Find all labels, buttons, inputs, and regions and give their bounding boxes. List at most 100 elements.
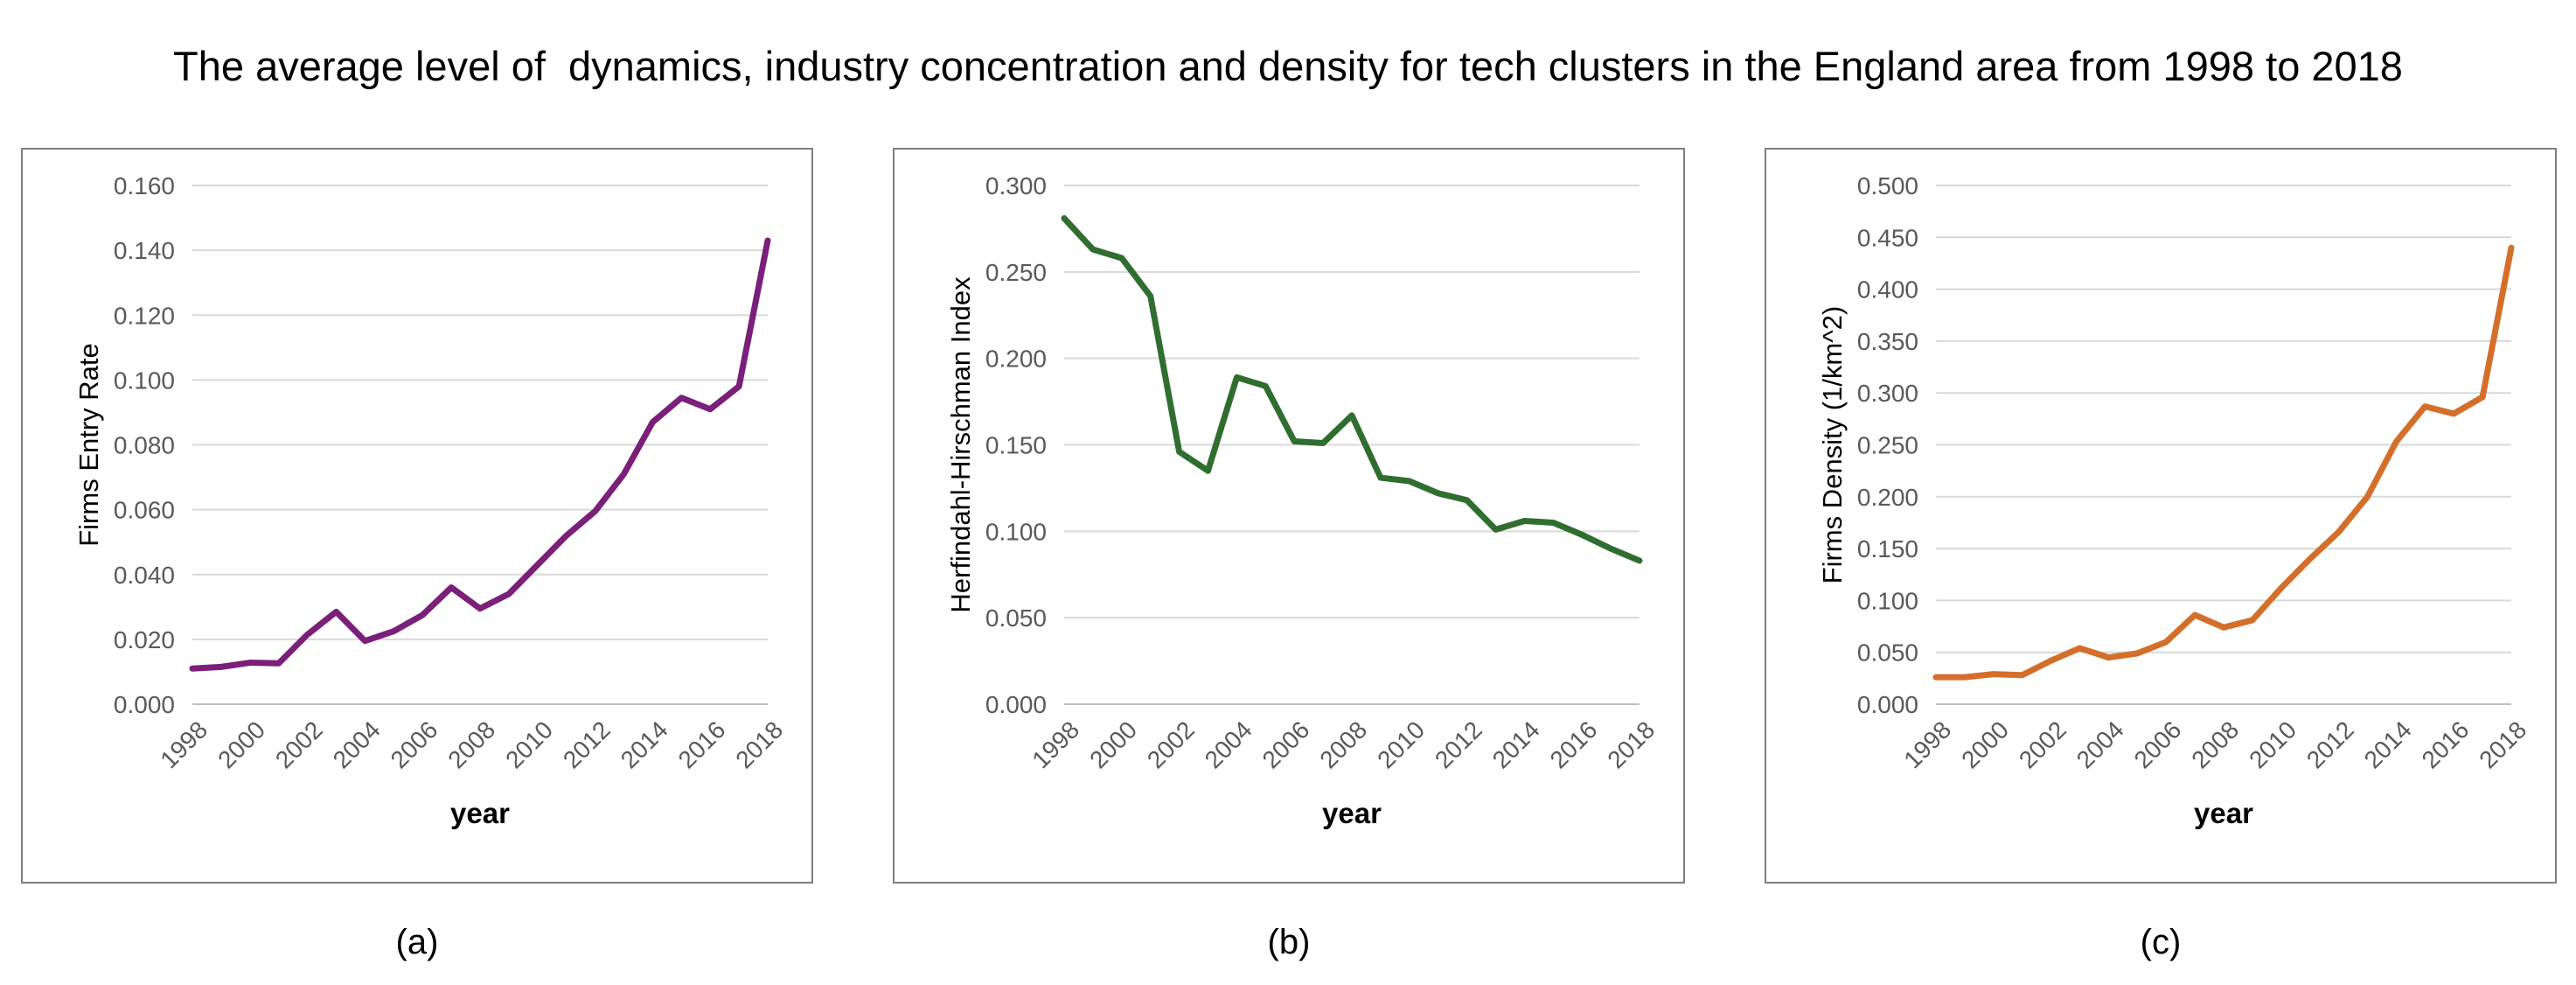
- x-tick-label-c: 1998: [1898, 716, 1956, 773]
- y-tick-label-c: 0.150: [1857, 535, 1918, 562]
- y-tick-label-c: 0.450: [1857, 224, 1918, 251]
- x-tick-label-b: 2010: [1372, 716, 1430, 773]
- data-point-b: [1406, 479, 1412, 485]
- data-point-a: [333, 609, 339, 615]
- data-point-c: [2509, 245, 2514, 251]
- caption-a: (a): [395, 923, 439, 961]
- data-point-c: [2221, 625, 2226, 631]
- x-tick-label-a: 2006: [386, 716, 443, 773]
- x-tick-label-b: 1998: [1027, 716, 1084, 773]
- x-tick-label-a: 2002: [270, 716, 328, 773]
- data-point-a: [621, 471, 627, 477]
- data-point-a: [477, 605, 483, 611]
- data-point-c: [2249, 617, 2255, 623]
- x-tick-label-a: 2000: [212, 716, 270, 773]
- x-tick-label-c: 2002: [2014, 716, 2071, 773]
- data-point-b: [1435, 490, 1441, 496]
- x-tick-label-c: 2012: [2301, 716, 2359, 773]
- x-tick-label-a: 2016: [673, 716, 731, 773]
- data-point-a: [505, 590, 512, 597]
- series-line-b: [1061, 215, 1643, 564]
- chart-panel-b: 0.000 0.050 0.100 0.150 0.200 0.250 0.300 1998 2…: [893, 148, 1685, 884]
- y-tick-label-c: 0.100: [1857, 587, 1918, 614]
- x-tick-label-b: 2016: [1545, 716, 1603, 773]
- data-point-b: [1377, 475, 1383, 481]
- data-point-c: [2192, 612, 2198, 618]
- x-tick-label-b: 2006: [1257, 716, 1315, 773]
- y-tick-label-c: 0.300: [1857, 380, 1918, 407]
- data-point-c: [2480, 394, 2486, 400]
- data-point-a: [391, 628, 397, 634]
- data-point-b: [1263, 383, 1269, 389]
- data-point-a: [679, 395, 685, 401]
- x-tick-label-a: 2014: [616, 716, 673, 773]
- x-axis-label-c: year: [2194, 797, 2253, 829]
- y-tick-label-c: 0.350: [1857, 328, 1918, 355]
- x-tick-label-b: 2002: [1142, 716, 1200, 773]
- data-point-a: [563, 533, 569, 539]
- data-point-c: [2278, 585, 2284, 591]
- x-tick-label-c: 2004: [2071, 716, 2129, 773]
- data-point-a: [275, 660, 282, 667]
- chart-panel-a: 0.000 0.020 0.040 0.060 0.080 0.100 0.120 0.140…: [21, 148, 813, 884]
- data-point-b: [1147, 293, 1153, 299]
- data-point-c: [2077, 645, 2083, 651]
- x-tick-label-c: 2008: [2186, 716, 2244, 773]
- y-tick-label-a: 0.100: [114, 367, 175, 394]
- x-tick-label-b: 2012: [1430, 716, 1487, 773]
- data-point-c: [2451, 410, 2457, 416]
- x-tick-label-b: 2008: [1314, 716, 1372, 773]
- data-point-b: [1234, 374, 1240, 381]
- x-tick-label-b: 2014: [1487, 716, 1545, 773]
- series-line-c: [1932, 244, 2515, 681]
- y-tick-label-b: 0.250: [985, 259, 1047, 286]
- x-axis-label-a: year: [450, 797, 510, 829]
- y-tick-label-c: 0.200: [1857, 484, 1918, 511]
- x-tick-label-c: 2018: [2474, 716, 2531, 773]
- y-tick-label-a: 0.000: [114, 691, 175, 718]
- y-tick-label-c: 0.000: [1857, 691, 1918, 718]
- x-tick-label-c: 2000: [1956, 716, 2014, 773]
- data-point-a: [765, 238, 770, 244]
- x-tick-label-c: 2016: [2417, 716, 2475, 773]
- data-point-b: [1550, 520, 1556, 526]
- y-tick-label-b: 0.050: [985, 604, 1047, 632]
- y-tick-label-a: 0.120: [114, 302, 175, 329]
- y-tick-label-a: 0.060: [114, 497, 175, 524]
- data-point-b: [1493, 527, 1499, 533]
- data-point-a: [592, 508, 598, 514]
- data-point-c: [2134, 650, 2141, 656]
- y-axis-label-b: Herfindahl-Hirschman Index: [945, 276, 976, 613]
- data-point-c: [1990, 671, 1996, 677]
- data-point-c: [2422, 403, 2428, 409]
- x-tick-label-b: 2000: [1084, 716, 1142, 773]
- y-tick-label-a: 0.040: [114, 562, 175, 589]
- data-point-a: [190, 666, 195, 672]
- data-point-a: [247, 660, 253, 666]
- data-point-b: [1464, 497, 1470, 503]
- data-point-b: [1579, 532, 1585, 538]
- y-tick-label-a: 0.140: [114, 237, 175, 264]
- data-point-a: [707, 406, 714, 412]
- y-tick-label-c: 0.500: [1857, 172, 1918, 199]
- data-point-b: [1637, 557, 1642, 563]
- y-tick-label-b: 0.000: [985, 691, 1047, 718]
- data-point-b: [1090, 247, 1096, 253]
- data-point-a: [304, 632, 310, 638]
- data-point-a: [534, 562, 540, 568]
- y-axis-label-a: Firms Entry Rate: [73, 343, 104, 547]
- x-tick-label-a: 2012: [558, 716, 616, 773]
- y-tick-label-c: 0.050: [1857, 639, 1918, 667]
- data-point-b: [1349, 412, 1354, 418]
- x-axis-label-b: year: [1322, 797, 1382, 829]
- data-point-c: [1961, 674, 1967, 681]
- data-point-a: [362, 638, 368, 644]
- series-line-a: [189, 237, 771, 672]
- data-point-b: [1118, 255, 1124, 262]
- data-point-b: [1176, 449, 1182, 455]
- y-tick-label-a: 0.160: [114, 172, 175, 199]
- x-tick-label-a: 1998: [155, 716, 212, 773]
- x-tick-label-c: 2010: [2244, 716, 2301, 773]
- y-tick-label-b: 0.100: [985, 518, 1047, 545]
